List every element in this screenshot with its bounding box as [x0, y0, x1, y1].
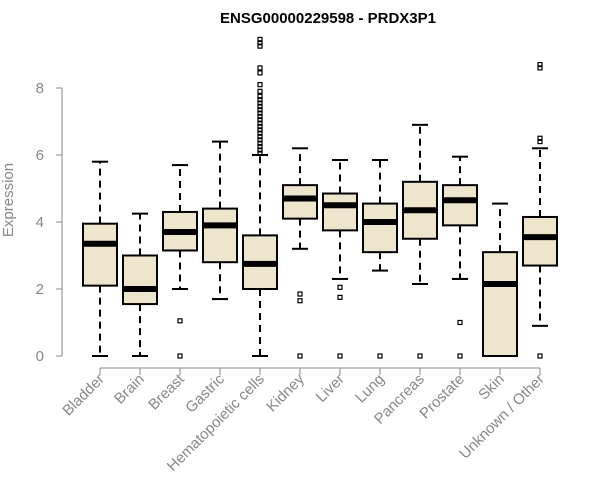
y-tick-label: 4 — [36, 214, 44, 231]
x-tick-label: Brain — [111, 371, 148, 408]
outlier-point — [537, 135, 543, 141]
outlier-point — [377, 353, 383, 359]
box-group — [82, 160, 118, 357]
y-tick-label: 0 — [36, 348, 44, 365]
box-group — [162, 164, 198, 359]
x-tick-label: Lung — [352, 371, 388, 407]
outlier-point — [297, 298, 303, 304]
outlier-point — [257, 150, 263, 156]
outlier-point — [417, 353, 423, 359]
outlier-point — [257, 70, 263, 76]
outlier-point — [537, 61, 543, 68]
box-iqr — [362, 202, 398, 254]
outlier-point — [537, 139, 543, 145]
outlier-point — [257, 88, 263, 94]
outlier-point — [177, 353, 183, 359]
outlier-point — [257, 97, 263, 103]
box-group — [122, 212, 158, 357]
y-tick-label: 2 — [36, 281, 44, 298]
outlier-point — [257, 107, 263, 113]
outlier-point — [257, 144, 263, 150]
outlier-point — [257, 43, 263, 49]
box-iqr — [522, 215, 558, 267]
box-iqr — [122, 254, 158, 306]
outlier-point — [257, 140, 263, 146]
outlier-point — [257, 110, 263, 116]
x-tick-label: Skin — [475, 371, 508, 404]
outlier-point — [297, 291, 303, 297]
box-group — [242, 36, 278, 357]
x-tick-label: Prostate — [416, 371, 468, 423]
x-tick-label: Liver — [313, 371, 348, 406]
box-group — [482, 202, 518, 357]
outlier-point — [537, 353, 543, 359]
x-tick-label: Bladder — [59, 371, 108, 420]
outlier-point — [257, 127, 263, 133]
outlier-point — [337, 294, 343, 300]
outlier-point — [257, 133, 263, 140]
outlier-point — [257, 117, 263, 123]
outlier-point — [537, 65, 543, 71]
outlier-point — [457, 353, 463, 359]
outlier-point — [257, 82, 263, 88]
outlier-point — [257, 113, 263, 120]
outlier-point — [337, 284, 343, 290]
box-iqr — [322, 192, 358, 232]
outlier-point — [457, 319, 463, 326]
outlier-point — [257, 40, 263, 46]
outlier-point — [257, 147, 263, 153]
box-iqr — [442, 184, 478, 227]
box-group — [202, 140, 238, 301]
box-iqr — [282, 184, 318, 220]
outlier-point — [257, 123, 263, 130]
outlier-point — [297, 353, 303, 359]
chart-marks — [82, 36, 558, 359]
box-group — [522, 61, 558, 359]
box-group — [282, 147, 318, 359]
outlier-point — [257, 93, 263, 99]
y-axis-label: Expression — [0, 163, 17, 237]
outlier-point — [257, 120, 263, 126]
outlier-point — [257, 137, 263, 143]
box-iqr — [82, 222, 118, 287]
outlier-point — [337, 353, 343, 359]
outlier-point — [257, 100, 263, 106]
box-group — [322, 159, 358, 359]
outlier-point — [257, 130, 263, 136]
outlier-point — [257, 65, 263, 71]
box-group — [442, 155, 478, 359]
y-tick-label: 8 — [36, 80, 44, 97]
x-tick-label: Breast — [145, 370, 188, 413]
x-tick-label: Kidney — [263, 370, 308, 415]
box-iqr — [482, 251, 518, 357]
chart-title: ENSG00000229598 - PRDX3P1 — [220, 10, 436, 27]
box-iqr — [202, 207, 238, 264]
y-tick-label: 6 — [36, 147, 44, 164]
outlier-point — [257, 36, 263, 43]
box-group — [402, 123, 438, 359]
outlier-point — [177, 318, 183, 324]
outlier-point — [257, 103, 263, 110]
box-group — [362, 159, 398, 359]
